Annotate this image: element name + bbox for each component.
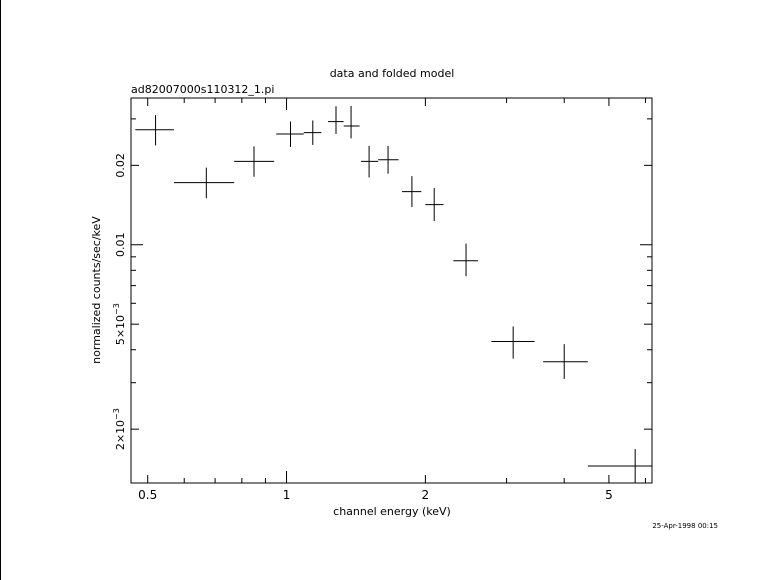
- y-axis-label: normalized counts/sec/keV: [90, 216, 103, 364]
- data-point: [543, 344, 588, 379]
- data-series: [135, 105, 652, 483]
- y-tick-labels: 0.02 0.01 5×10−3 2×10−3: [112, 153, 127, 450]
- data-point: [343, 105, 360, 139]
- axis-ticks: [131, 98, 652, 483]
- x-tick-label: 5: [605, 488, 613, 502]
- x-tick-labels: 0.5 1 2 5: [138, 488, 613, 502]
- y-tick-label: 0.02: [114, 153, 127, 178]
- data-point: [425, 188, 444, 222]
- x-axis-label: channel energy (keV): [333, 505, 451, 518]
- data-point: [328, 106, 344, 134]
- y-tick-label: 0.01: [114, 233, 127, 257]
- chart-title: data and folded model: [330, 67, 455, 80]
- data-point: [303, 120, 322, 145]
- data-point: [234, 146, 275, 177]
- data-point: [587, 449, 652, 483]
- data-point: [276, 121, 304, 147]
- x-tick-label: 2: [422, 488, 430, 502]
- left-window-edge: [0, 0, 1, 580]
- y-tick-label: 2×10−3: [112, 408, 127, 450]
- chart-subtitle: ad82007000s110312_1.pi: [131, 83, 274, 96]
- data-point: [378, 145, 399, 174]
- data-point: [453, 243, 478, 277]
- y-tick-label: 5×10−3: [112, 303, 127, 345]
- data-point: [402, 176, 422, 208]
- timestamp: 25-Apr-1998 00:15: [652, 522, 718, 530]
- data-point: [135, 115, 174, 146]
- data-point: [173, 167, 235, 199]
- plot-frame: [130, 97, 653, 484]
- x-tick-label: 1: [283, 488, 291, 502]
- x-tick-label: 0.5: [138, 488, 157, 502]
- data-point: [491, 326, 535, 359]
- data-point: [360, 145, 379, 178]
